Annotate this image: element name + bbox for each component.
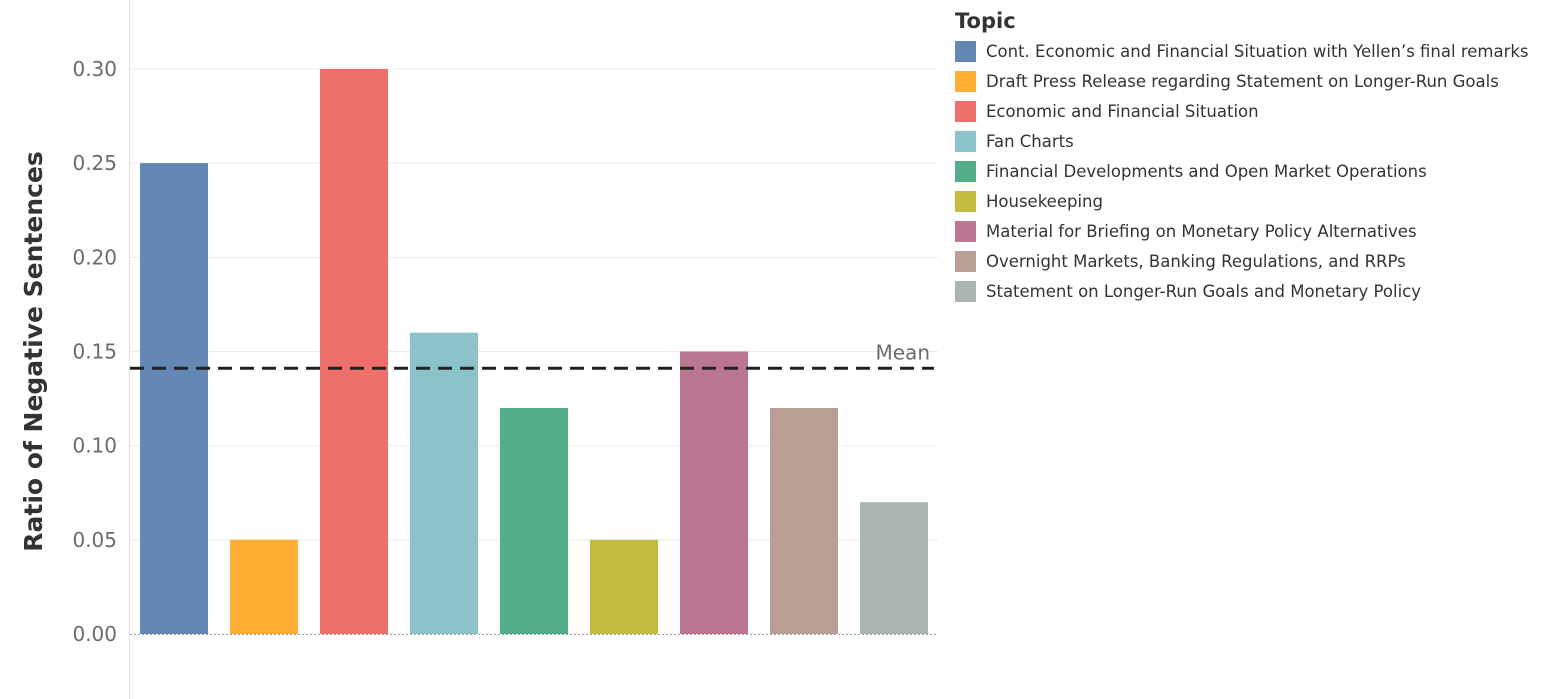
y-tick-label: 0.15 — [72, 340, 117, 364]
legend-item: Draft Press Release regarding Statement … — [955, 66, 1529, 96]
y-tick-label: 0.05 — [72, 528, 117, 552]
legend-swatch — [955, 130, 976, 152]
legend-title: Topic — [955, 9, 1016, 33]
bar — [860, 502, 928, 634]
bar — [410, 332, 478, 634]
legend: Topic Cont. Economic and Financial Situa… — [955, 6, 1529, 306]
legend-label: Economic and Financial Situation — [986, 101, 1259, 121]
legend-swatch — [955, 100, 976, 122]
bar — [230, 539, 298, 634]
legend-swatch — [955, 280, 976, 302]
legend-item: Material for Briefing on Monetary Policy… — [955, 216, 1529, 246]
bars — [140, 69, 928, 634]
bar — [500, 408, 568, 634]
bar — [680, 351, 748, 634]
legend-swatch — [955, 160, 976, 182]
bar — [140, 163, 208, 634]
legend-item: Overnight Markets, Banking Regulations, … — [955, 246, 1529, 276]
legend-item: Financial Developments and Open Market O… — [955, 156, 1529, 186]
legend-items: Cont. Economic and Financial Situation w… — [955, 36, 1529, 306]
legend-item: Statement on Longer-Run Goals and Moneta… — [955, 276, 1529, 306]
y-tick-label: 0.30 — [72, 57, 117, 81]
legend-label: Cont. Economic and Financial Situation w… — [986, 41, 1529, 61]
legend-item: Economic and Financial Situation — [955, 96, 1529, 126]
y-tick-label: 0.20 — [72, 245, 117, 269]
legend-label: Draft Press Release regarding Statement … — [986, 71, 1499, 91]
legend-label: Statement on Longer-Run Goals and Moneta… — [986, 281, 1421, 301]
y-tick-label: 0.00 — [72, 622, 117, 646]
y-axis-label: Ratio of Negative Sentences — [19, 151, 48, 552]
bar — [770, 408, 838, 634]
legend-swatch — [955, 250, 976, 272]
y-tick-label: 0.10 — [72, 434, 117, 458]
legend-label: Material for Briefing on Monetary Policy… — [986, 221, 1417, 241]
y-tick-label: 0.25 — [72, 151, 117, 175]
bar-chart: 0.00 0.05 0.10 0.15 0.20 0.25 0.30 Mean Ratio … — [19, 0, 938, 699]
legend-swatch — [955, 190, 976, 212]
legend-swatch — [955, 70, 976, 92]
legend-item: Fan Charts — [955, 126, 1529, 156]
bar — [320, 69, 388, 634]
mean-label: Mean — [876, 340, 931, 364]
legend-item: Housekeeping — [955, 186, 1529, 216]
legend-item: Cont. Economic and Financial Situation w… — [955, 36, 1529, 66]
legend-label: Overnight Markets, Banking Regulations, … — [986, 251, 1406, 271]
bar — [590, 539, 658, 634]
legend-label: Housekeeping — [986, 191, 1103, 211]
legend-label: Financial Developments and Open Market O… — [986, 161, 1427, 181]
legend-swatch — [955, 40, 976, 62]
legend-label: Fan Charts — [986, 131, 1074, 151]
y-tick-labels: 0.00 0.05 0.10 0.15 0.20 0.25 0.30 — [72, 57, 117, 646]
legend-swatch — [955, 220, 976, 242]
